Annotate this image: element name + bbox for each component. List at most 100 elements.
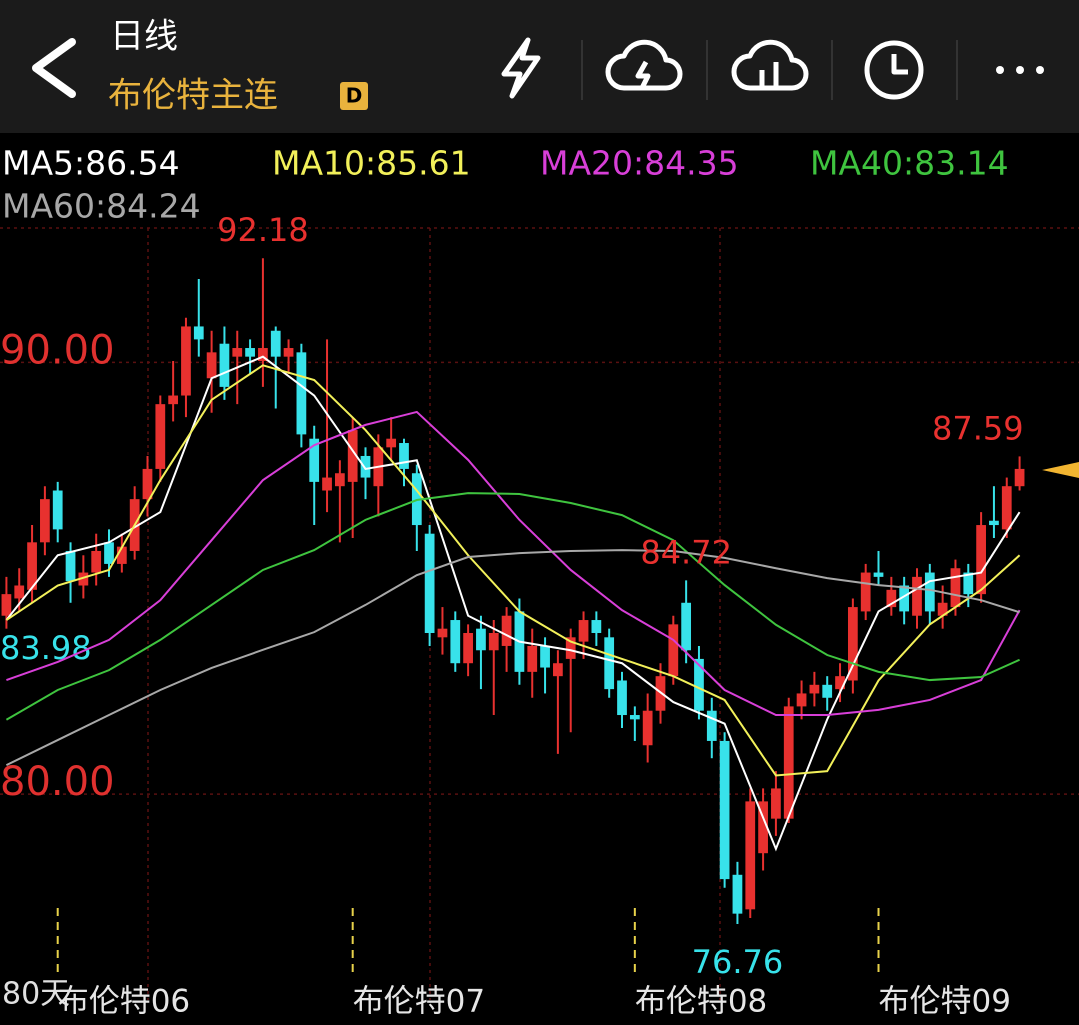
candle-body <box>937 602 948 616</box>
ma-line <box>5 355 1021 852</box>
candle-body <box>206 352 217 379</box>
candle-body <box>604 637 615 690</box>
candle-body <box>116 546 127 564</box>
candle-body <box>617 680 627 716</box>
legend-entry: MA60:84.24 <box>2 187 201 226</box>
badge: D <box>346 84 363 108</box>
flash-icon[interactable] <box>501 37 541 99</box>
candle-body <box>181 326 191 396</box>
price-pointer <box>1042 462 1079 478</box>
candle-body <box>989 520 999 526</box>
candle-body <box>219 343 230 387</box>
candle-body <box>835 676 845 690</box>
candle-body <box>40 499 50 543</box>
candle-body <box>950 568 961 608</box>
legend-entry: MA5:86.54 <box>2 144 180 183</box>
candle-body <box>527 645 538 672</box>
candle-body <box>437 628 448 638</box>
candle-body <box>258 348 268 361</box>
candle-body <box>360 455 371 478</box>
candle-body <box>540 645 550 668</box>
candle-body <box>578 620 589 642</box>
candle-body <box>822 684 833 698</box>
candle-body <box>424 533 435 633</box>
candle-body <box>104 542 114 564</box>
candle-body <box>476 628 486 651</box>
candle-body <box>886 589 897 608</box>
period-label: 日线 <box>110 17 178 57</box>
candle-body <box>450 620 461 664</box>
extreme-label: 84.72 <box>640 533 732 571</box>
candle-body <box>296 352 307 435</box>
candle-body <box>1001 486 1012 530</box>
candle-body <box>91 550 102 573</box>
x-tick-label: 布伦特07 <box>353 984 485 1020</box>
candle-body <box>322 477 332 491</box>
left-price-label: 83.98 <box>0 629 92 667</box>
extreme-label: 92.18 <box>217 211 309 249</box>
candle-body <box>14 585 25 599</box>
candle-body <box>745 801 756 910</box>
candle-body <box>463 632 473 664</box>
candle-body <box>142 468 153 500</box>
candle-body <box>334 473 345 487</box>
more-button[interactable] <box>996 66 1044 74</box>
header-bar <box>0 0 1079 133</box>
candle-body <box>642 710 653 746</box>
candle-body <box>694 658 704 711</box>
toolbar <box>501 37 924 100</box>
candle-body <box>488 632 499 651</box>
candle-body <box>168 395 179 405</box>
ma-line <box>6 410 1021 717</box>
candle-body <box>591 620 602 633</box>
candle-body <box>347 430 358 482</box>
ma-line <box>5 492 1020 721</box>
candle-body <box>809 684 820 694</box>
candle-body <box>501 615 512 646</box>
extreme-label: 76.76 <box>692 943 784 981</box>
badge-bg <box>340 82 368 110</box>
ma-line <box>5 549 1020 767</box>
candle-body <box>719 740 730 880</box>
x-tick-label: 布伦特08 <box>635 984 767 1020</box>
candle-body <box>860 572 871 612</box>
instrument-name: 布伦特主连 <box>108 76 278 116</box>
clock-icon[interactable] <box>864 40 924 100</box>
candle-body <box>155 404 166 469</box>
candle-body <box>681 602 692 651</box>
candle-body <box>193 326 204 340</box>
legend-entry: MA10:85.61 <box>272 144 471 183</box>
candle-body <box>283 348 294 357</box>
candle-body <box>78 572 89 586</box>
candle-body <box>553 663 563 677</box>
candle-body <box>1014 468 1025 487</box>
cloud-sync-icon[interactable] <box>731 39 809 91</box>
candle-body <box>847 607 858 681</box>
candle-body <box>565 637 576 659</box>
candle-body <box>758 801 768 854</box>
candle-body <box>399 443 409 469</box>
candle-body <box>27 542 37 590</box>
candle-body <box>912 576 922 616</box>
candle-body <box>52 490 63 530</box>
candle-body <box>668 624 679 677</box>
candle-body <box>771 788 781 819</box>
candle-body <box>976 525 986 595</box>
y-tick-label: 90.00 <box>0 327 115 373</box>
x-tick-label: 布伦特09 <box>879 984 1011 1020</box>
candle-body <box>963 572 974 595</box>
candle-body <box>386 438 397 448</box>
legend-entry: MA20:84.35 <box>540 144 739 183</box>
cloud-flash-icon[interactable] <box>605 39 683 91</box>
candle-body <box>706 710 717 741</box>
candle-body <box>796 693 807 707</box>
back-button[interactable] <box>32 38 76 98</box>
y-tick-label: 80.00 <box>0 759 115 805</box>
candle-body <box>783 706 794 819</box>
candle-body <box>629 715 640 720</box>
candle-body <box>309 438 320 482</box>
candle-body <box>232 348 243 357</box>
legend-entry: MA40:83.14 <box>810 144 1009 183</box>
